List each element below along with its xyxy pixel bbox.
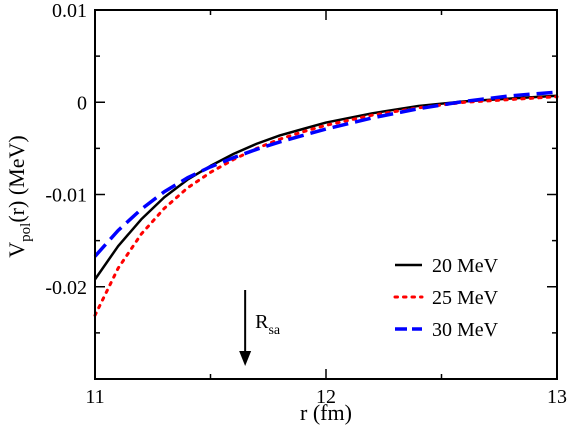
y-axis-title-subscript: pol <box>18 223 34 242</box>
legend-label-3: 30 MeV <box>432 319 499 341</box>
series-line-3 <box>93 90 558 258</box>
legend-label-2: 25 MeV <box>432 287 499 309</box>
x-axis-title: r (fm) <box>300 400 352 425</box>
annotation-label: Rsa <box>255 311 281 338</box>
y-tick-label: 0 <box>77 92 87 114</box>
annotation-arrow-head <box>239 351 252 366</box>
y-tick-label: -0.02 <box>45 277 87 299</box>
annotation-label-subscript: sa <box>268 323 280 338</box>
y-axis-title: Vpol(r) (MeV) <box>4 135 34 257</box>
x-tick-label: 11 <box>85 386 104 408</box>
annotation-label-main: R <box>255 311 269 333</box>
y-axis-title-rest: (r) (MeV) <box>4 135 29 222</box>
y-tick-label: -0.01 <box>45 185 87 207</box>
x-tick-label: 13 <box>547 386 567 408</box>
legend-label-1: 20 MeV <box>432 255 499 277</box>
x-tick-label: 12 <box>316 386 336 408</box>
y-tick-label: 0.01 <box>52 0 87 22</box>
series-line-2 <box>93 95 559 317</box>
y-axis-title-main: V <box>4 242 29 258</box>
series-line-1 <box>93 94 558 281</box>
